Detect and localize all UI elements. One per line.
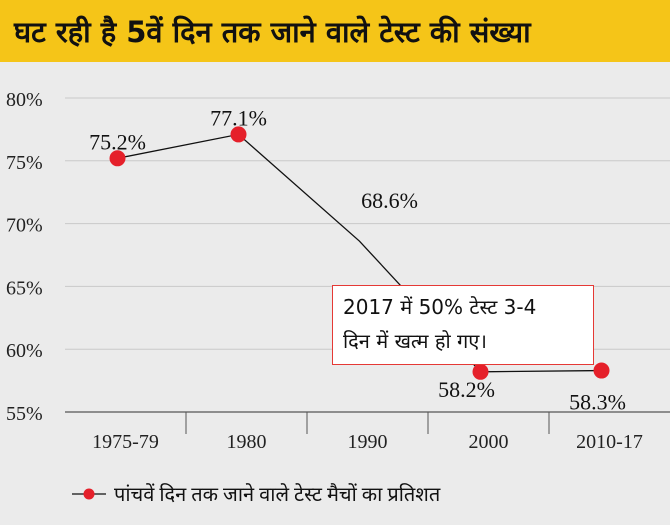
data-point-marker [593, 362, 610, 379]
y-tick-label: 60% [6, 340, 43, 362]
y-tick-label: 55% [6, 403, 43, 425]
legend-label: पांचवें दिन तक जाने वाले टेस्ट मैचों का … [114, 483, 441, 506]
data-label: 75.2% [89, 129, 146, 154]
callout-line-2: दिन में खत्म हो गए। [343, 329, 487, 353]
data-point-marker [472, 363, 489, 380]
x-tick-label: 1990 [348, 431, 388, 453]
y-tick-label: 70% [6, 215, 43, 237]
title-bar: घट रही है 5वें दिन तक जाने वाले टेस्ट की… [0, 0, 670, 62]
line-chart: 55% 60% 65% 70% 75% 80% 1975-79 1980 1990 2000 201… [6, 89, 670, 506]
data-point-marker [109, 150, 126, 167]
y-tick-label: 80% [6, 89, 43, 111]
chart-title: घट रही है 5वें दिन तक जाने वाले टेस्ट की… [14, 14, 531, 49]
callout-box: 2017 में 50% टेस्ट 3-4 दिन में खत्म हो ग… [332, 285, 594, 365]
data-label: 68.6% [361, 188, 418, 213]
data-label: 58.3% [569, 390, 626, 415]
x-tick-label: 1975-79 [92, 431, 159, 453]
data-label: 77.1% [210, 105, 267, 130]
x-tick-label: 2000 [469, 431, 509, 453]
callout-line-1: 2017 में 50% टेस्ट 3-4 [343, 295, 537, 319]
y-tick-label: 75% [6, 152, 43, 174]
data-label: 58.2% [438, 377, 495, 402]
y-tick-label: 65% [6, 277, 43, 299]
x-tick-label: 1980 [227, 431, 267, 453]
data-point-marker [230, 126, 247, 143]
plot-area: 55% 60% 65% 70% 75% 80% 1975-79 1980 1990 2000 201… [0, 62, 670, 521]
series-line [117, 133, 602, 373]
x-tick-label: 2010-17 [576, 431, 643, 453]
legend-marker [83, 488, 95, 500]
